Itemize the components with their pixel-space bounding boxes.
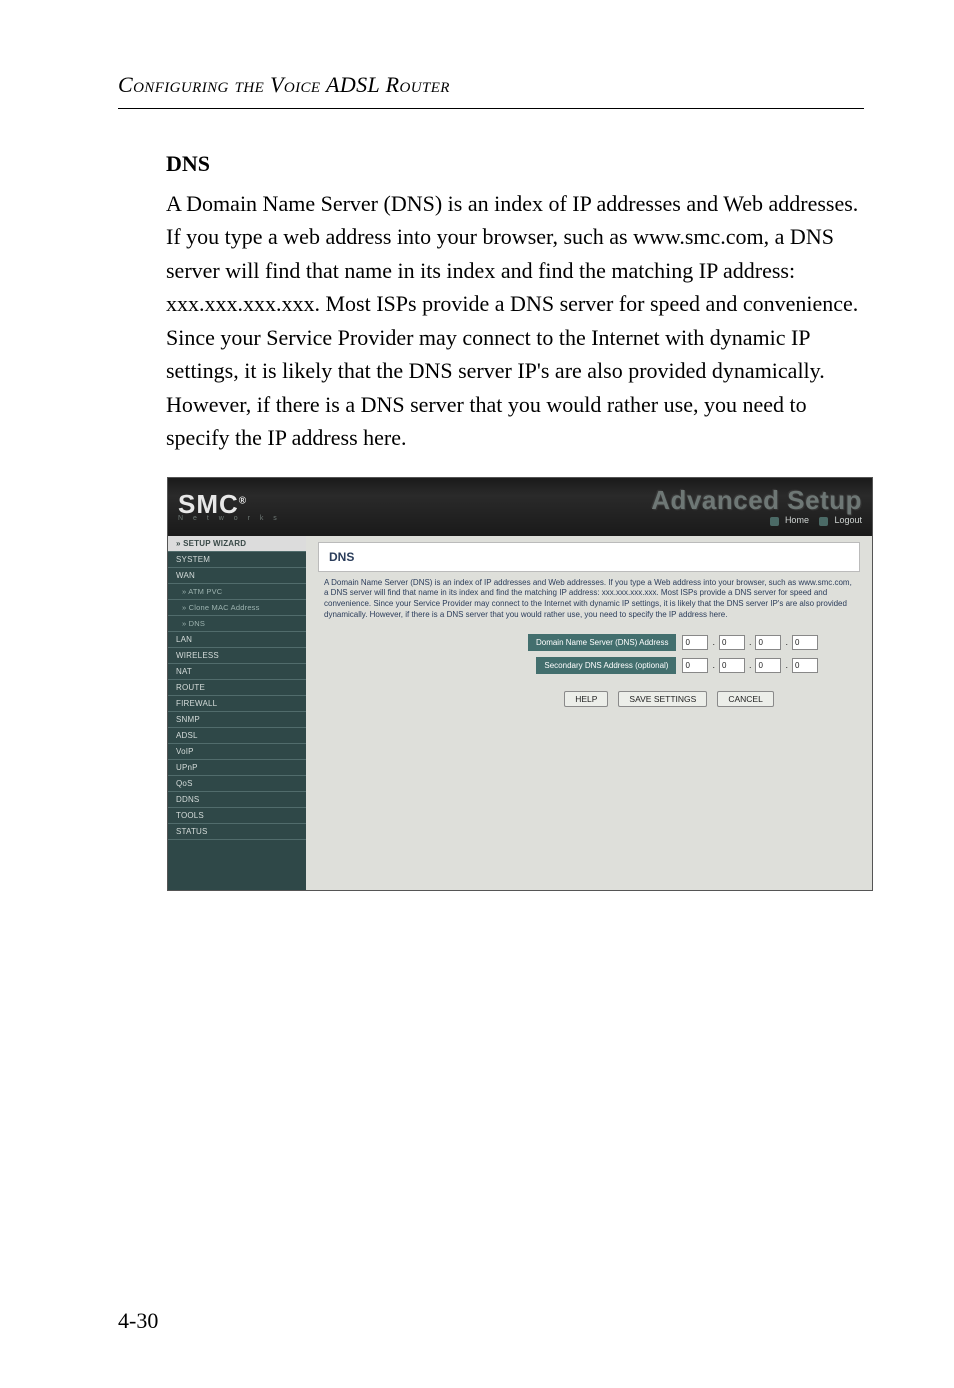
body-section: DNS A Domain Name Server (DNS) is an ind…	[118, 151, 864, 891]
sidebar-item-setup-wizard[interactable]: » SETUP WIZARD	[168, 536, 306, 552]
primary-dns-octet-4[interactable]	[792, 635, 818, 650]
running-header: Configuring the Voice ADSL Router	[118, 72, 864, 109]
panel-title: DNS	[318, 542, 860, 572]
logout-icon	[819, 517, 828, 526]
sidebar-item-status[interactable]: STATUS	[168, 824, 306, 840]
smc-logo-subtitle: N e t w o r k s	[178, 515, 281, 522]
top-right-block: Advanced Setup Home Logout	[651, 487, 862, 525]
sidebar-item-dns[interactable]: » DNS	[168, 616, 306, 632]
secondary-dns-octet-1[interactable]	[682, 658, 708, 673]
logout-link[interactable]: Logout	[815, 515, 862, 525]
sidebar-item-firewall[interactable]: FIREWALL	[168, 696, 306, 712]
primary-dns-row: Domain Name Server (DNS) Address . . .	[318, 631, 860, 654]
ip-dot: .	[749, 660, 752, 670]
ip-dot: .	[712, 637, 715, 647]
sidebar-item-upnp[interactable]: UPnP	[168, 760, 306, 776]
screenshot-top-bar: SMC® N e t w o r k s Advanced Setup Home…	[168, 478, 872, 536]
sidebar-item-adsl[interactable]: ADSL	[168, 728, 306, 744]
sidebar-item-route[interactable]: ROUTE	[168, 680, 306, 696]
section-title: DNS	[166, 151, 864, 177]
top-links: Home Logout	[651, 515, 862, 525]
registered-mark: ®	[239, 495, 247, 506]
sidebar-item-voip[interactable]: VoIP	[168, 744, 306, 760]
smc-logo: SMC® N e t w o r k s	[178, 491, 281, 522]
primary-dns-octet-3[interactable]	[755, 635, 781, 650]
ip-dot: .	[785, 660, 788, 670]
sidebar-spacer	[168, 840, 306, 891]
smc-logo-text: SMC®	[178, 491, 281, 517]
button-row: HELP SAVE SETTINGS CANCEL	[318, 677, 860, 707]
sidebar-item-nat[interactable]: NAT	[168, 664, 306, 680]
screenshot-body: » SETUP WIZARD SYSTEM WAN » ATM PVC » Cl…	[168, 536, 872, 891]
primary-dns-octet-2[interactable]	[719, 635, 745, 650]
sidebar-item-clone-mac[interactable]: » Clone MAC Address	[168, 600, 306, 616]
secondary-dns-label: Secondary DNS Address (optional)	[536, 657, 676, 674]
ip-dot: .	[785, 637, 788, 647]
page-number: 4-30	[118, 1308, 158, 1334]
ip-dot: .	[712, 660, 715, 670]
home-icon	[770, 517, 779, 526]
sidebar-item-wan[interactable]: WAN	[168, 568, 306, 584]
sidebar-item-system[interactable]: SYSTEM	[168, 552, 306, 568]
sidebar-item-tools[interactable]: TOOLS	[168, 808, 306, 824]
primary-dns-octet-1[interactable]	[682, 635, 708, 650]
home-link-label: Home	[785, 515, 809, 525]
secondary-dns-octet-3[interactable]	[755, 658, 781, 673]
sidebar-item-ddns[interactable]: DDNS	[168, 792, 306, 808]
panel-description: A Domain Name Server (DNS) is an index o…	[318, 578, 860, 631]
primary-dns-label: Domain Name Server (DNS) Address	[528, 634, 676, 651]
sidebar-item-qos[interactable]: QoS	[168, 776, 306, 792]
sidebar-item-snmp[interactable]: SNMP	[168, 712, 306, 728]
cancel-button[interactable]: CANCEL	[717, 691, 773, 707]
help-button[interactable]: HELP	[564, 691, 608, 707]
ip-dot: .	[749, 637, 752, 647]
sidebar-item-atm-pvc[interactable]: » ATM PVC	[168, 584, 306, 600]
sidebar-item-wireless[interactable]: WIRELESS	[168, 648, 306, 664]
secondary-dns-octet-4[interactable]	[792, 658, 818, 673]
save-settings-button[interactable]: SAVE SETTINGS	[618, 691, 707, 707]
secondary-dns-row: Secondary DNS Address (optional) . . .	[318, 654, 860, 677]
home-link[interactable]: Home	[766, 515, 809, 525]
section-paragraph: A Domain Name Server (DNS) is an index o…	[166, 187, 864, 455]
logout-link-label: Logout	[834, 515, 862, 525]
router-admin-screenshot: SMC® N e t w o r k s Advanced Setup Home…	[167, 477, 873, 891]
secondary-dns-octet-2[interactable]	[719, 658, 745, 673]
banner-title: Advanced Setup	[651, 487, 862, 513]
sidebar-item-lan[interactable]: LAN	[168, 632, 306, 648]
main-panel: DNS A Domain Name Server (DNS) is an ind…	[306, 536, 872, 891]
sidebar-nav: » SETUP WIZARD SYSTEM WAN » ATM PVC » Cl…	[168, 536, 306, 891]
